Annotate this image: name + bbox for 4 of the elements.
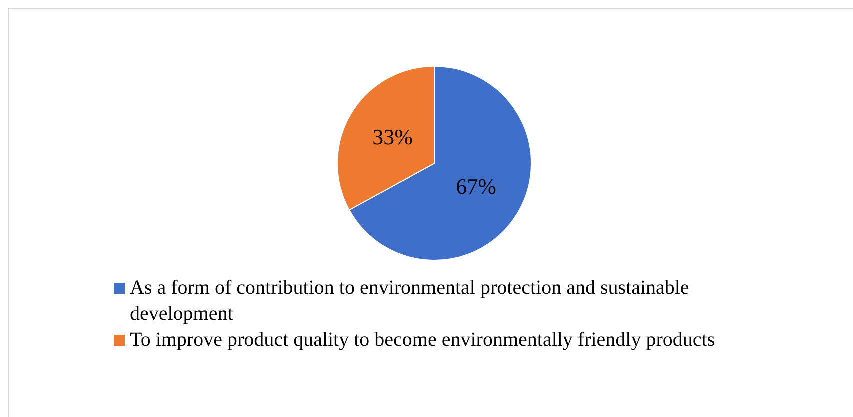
data-label: 67% bbox=[456, 174, 496, 199]
data-label: 33% bbox=[372, 124, 413, 150]
legend-label: As a form of contribution to environmental protection and sustainable development bbox=[130, 277, 690, 325]
legend-label: To improve product quality to become environmentally friendly products bbox=[130, 329, 716, 351]
